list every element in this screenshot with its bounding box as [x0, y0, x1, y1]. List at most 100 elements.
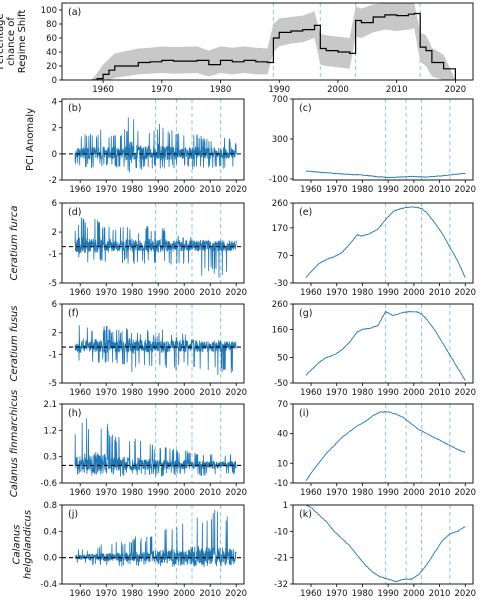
regime-probability-line	[91, 12, 456, 80]
x-tick-label: 1980	[352, 288, 374, 298]
x-tick-label: 1970	[95, 185, 117, 195]
panel-e: 1960 1970 1980 1990 2000 2010 2020 -30 70 170 260 (…	[272, 199, 476, 298]
cumulative-sum-series	[305, 170, 466, 179]
y-tick-label: 2	[52, 124, 57, 134]
x-tick-label: 2010	[429, 488, 451, 498]
panel-label-c: (c)	[299, 103, 312, 114]
panel-b: 1960 1970 1980 1990 2000 2010 2020 -2 0 2 4 (b)	[49, 98, 248, 195]
row-label-2-line-0: Ceratium furca	[9, 206, 20, 281]
x-tick-label: 1980	[352, 388, 374, 398]
row-label-3-line-0: Ceratium fusus	[9, 306, 20, 382]
row-label-0-line-0: Percentage	[0, 13, 6, 69]
y-tick-label: 160	[272, 325, 288, 335]
y-tick-label: 0.8	[43, 501, 57, 511]
y-tick-label: 0.4	[43, 527, 57, 537]
x-tick-label: 1960	[69, 589, 91, 599]
cumulative-sum-series	[305, 505, 466, 583]
y-tick-label: 40	[277, 430, 288, 440]
monthly-anomaly-series	[74, 509, 237, 567]
axes-frame	[292, 403, 474, 484]
y-tick-label: -10	[274, 527, 288, 537]
x-tick-label: 1960	[69, 185, 91, 195]
x-tick-label: 2020	[225, 488, 247, 498]
x-tick-label: 2020	[225, 589, 247, 599]
monthly-anomaly-series	[74, 418, 237, 477]
chart-panels: 1960 1970 1980 1990 2000 2010 2020020406080100…	[40, 2, 476, 599]
y-tick-label: 60	[46, 34, 57, 44]
y-tick-label: 100	[41, 6, 57, 16]
x-tick-label: 1960	[300, 288, 322, 298]
x-tick-label: 1960	[300, 488, 322, 498]
x-tick-label: 1960	[69, 288, 91, 298]
x-tick-label: 2010	[199, 185, 221, 195]
monthly-anomaly-series	[74, 217, 237, 278]
x-tick-label: 1990	[377, 589, 399, 599]
row-labels: Percentage chance of Regime Shift PCI Anoma…	[0, 10, 36, 579]
x-tick-label: 2010	[429, 185, 451, 195]
y-tick-label: -32	[274, 580, 288, 590]
axes-frame	[61, 504, 245, 585]
y-tick-label: 40	[46, 48, 57, 58]
panel-label-g: (g)	[299, 308, 312, 319]
panel-i: 1960 1970 1980 1990 2000 2010 2020 -10 10 40 70 (i)	[274, 400, 476, 498]
x-tick-label: 2000	[173, 388, 195, 398]
plot-area-e	[305, 203, 466, 283]
axes-frame	[61, 202, 245, 284]
plot-area-j	[62, 505, 244, 584]
panel-g: 1960 1970 1980 1990 2000 2010 2020 -50 50 160 260 (…	[272, 300, 476, 398]
axes-frame	[61, 403, 245, 484]
y-tick-label: 50	[277, 354, 288, 364]
y-tick-label: -5	[49, 379, 57, 389]
x-tick-label: 2010	[199, 288, 221, 298]
x-tick-label: 1960	[300, 388, 322, 398]
x-tick-label: 1990	[147, 185, 169, 195]
x-tick-label: 2010	[199, 589, 221, 599]
y-tick-label: -0.6	[40, 479, 57, 489]
x-tick-label: 2010	[386, 85, 408, 95]
y-tick-label: 2.1	[43, 400, 57, 410]
x-tick-label: 1990	[377, 288, 399, 298]
row-label-5-line-0: Calanus	[12, 525, 23, 565]
y-tick-label: -21	[274, 554, 288, 564]
y-tick-label: 0	[52, 76, 57, 86]
x-tick-label: 2020	[454, 589, 476, 599]
x-tick-label: 1980	[121, 388, 143, 398]
axes-frame	[292, 98, 474, 181]
panel-label-d: (d)	[68, 207, 81, 218]
x-tick-label: 2010	[199, 388, 221, 398]
axes-frame	[292, 504, 474, 585]
panel-k: 1960 1970 1980 1990 2000 2010 2020 -32 -21 -10 1 (k…	[274, 501, 476, 599]
cumulative-sum-series	[305, 310, 466, 381]
row-label-5-line-1: helgolandicus	[23, 510, 34, 579]
x-tick-label: 2010	[429, 388, 451, 398]
x-tick-label: 2020	[225, 185, 247, 195]
panel-d: 1960 1970 1980 1990 2000 2010 2020 -5 -1 2 6 (d)	[49, 199, 248, 298]
x-tick-label: 2020	[454, 185, 476, 195]
panel-label-b: (b)	[68, 103, 81, 114]
x-tick-label: 2020	[225, 388, 247, 398]
y-tick-label: 300	[272, 135, 288, 145]
y-tick-label: 260	[272, 300, 288, 310]
y-tick-label: 6	[52, 199, 57, 209]
monthly-anomaly-series	[74, 117, 237, 173]
x-tick-label: 1970	[95, 288, 117, 298]
x-tick-label: 2020	[454, 488, 476, 498]
y-tick-label: 70	[277, 251, 288, 261]
x-tick-label: 1990	[377, 488, 399, 498]
x-tick-label: 1980	[121, 488, 143, 498]
x-tick-label: 2010	[199, 488, 221, 498]
x-tick-label: 2000	[403, 589, 425, 599]
x-tick-label: 1970	[326, 288, 348, 298]
x-tick-label: 1980	[210, 85, 232, 95]
x-tick-label: 1990	[147, 589, 169, 599]
x-tick-label: 1990	[147, 488, 169, 498]
y-tick-label: 20	[46, 62, 57, 72]
x-tick-label: 1970	[326, 589, 348, 599]
plot-area-h	[62, 404, 244, 483]
panel-f: 1960 1970 1980 1990 2000 2010 2020 -5 -1 2 6 (f)	[49, 300, 248, 398]
y-tick-label: 170	[272, 224, 288, 234]
axes-frame	[61, 2, 474, 81]
x-tick-label: 1980	[121, 185, 143, 195]
panel-a: 1960 1970 1980 1990 2000 2010 2020 0 20 40 60 80 100…	[41, 2, 474, 95]
